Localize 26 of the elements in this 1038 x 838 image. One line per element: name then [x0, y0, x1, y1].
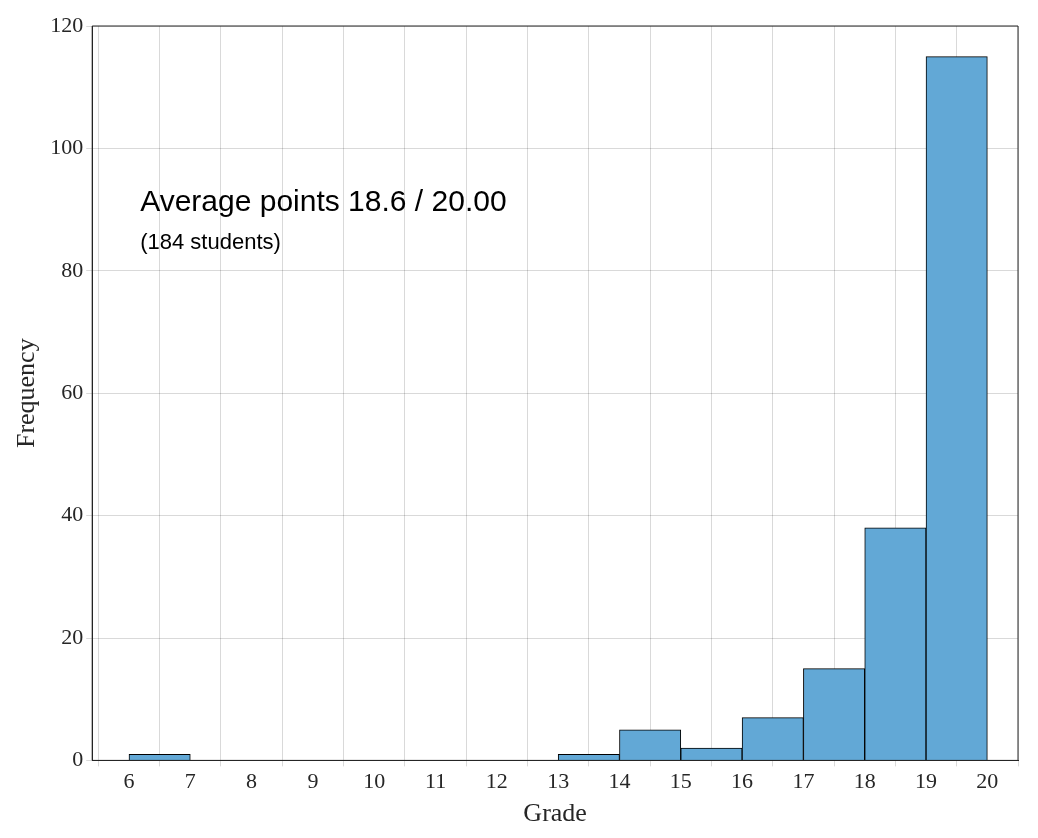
x-tick-label: 12: [485, 768, 508, 794]
y-tick-label: 40: [61, 501, 84, 527]
x-tick-label: 20: [976, 768, 999, 794]
annotation: (184 students): [140, 229, 281, 254]
x-tick-label: 16: [731, 768, 754, 794]
x-tick-label: 15: [669, 768, 692, 794]
x-tick-label: 8: [246, 768, 258, 794]
y-tick-label: 20: [61, 623, 84, 649]
x-tick-label: 14: [608, 768, 631, 794]
y-tick-label: 120: [50, 11, 84, 37]
annotation: Average points 18.6 / 20.00: [140, 184, 507, 217]
x-tick-label: 9: [307, 768, 319, 794]
y-tick-label: 100: [50, 134, 84, 160]
y-tick-label: 80: [61, 256, 84, 282]
x-tick-label: 6: [123, 768, 135, 794]
x-tick-label: 7: [184, 768, 196, 794]
x-tick-label: 18: [853, 768, 876, 794]
x-tick-label: 19: [915, 768, 938, 794]
x-tick-label: 10: [363, 768, 386, 794]
y-tick-label: 0: [72, 746, 84, 772]
y-tick-label: 60: [61, 378, 84, 404]
y-axis-title: Frequency: [11, 338, 41, 449]
x-axis-title: Grade: [523, 798, 587, 828]
x-tick-label: 17: [792, 768, 815, 794]
x-tick-label: 11: [424, 768, 447, 794]
x-tick-label: 13: [547, 768, 570, 794]
